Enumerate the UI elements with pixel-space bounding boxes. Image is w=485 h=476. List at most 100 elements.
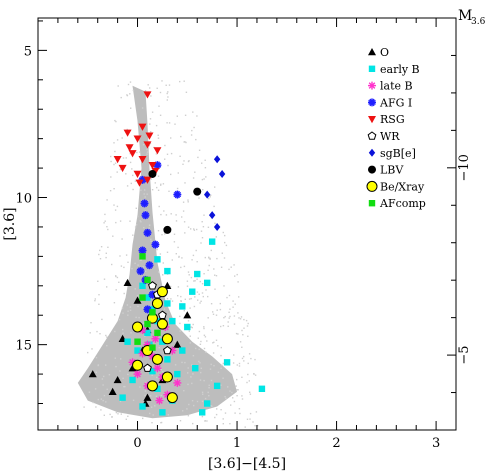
field-dot bbox=[187, 383, 189, 386]
data-point bbox=[203, 400, 211, 407]
field-dot bbox=[177, 172, 179, 174]
field-dot bbox=[110, 155, 112, 158]
legend-label: late B bbox=[380, 80, 413, 93]
field-dot bbox=[207, 317, 209, 319]
field-dot bbox=[144, 196, 146, 198]
field-dot bbox=[201, 415, 204, 418]
data-point bbox=[139, 253, 146, 260]
field-dot bbox=[129, 152, 131, 155]
field-dot bbox=[247, 322, 249, 325]
field-dot bbox=[233, 354, 235, 356]
legend-marker bbox=[368, 116, 376, 124]
field-dot bbox=[141, 213, 143, 215]
field-dot bbox=[200, 300, 202, 302]
field-dot bbox=[147, 84, 149, 86]
field-dot bbox=[225, 244, 228, 247]
data-point bbox=[149, 344, 156, 351]
y2-tick-label: −5 bbox=[457, 346, 472, 365]
legend-label: RSG bbox=[380, 113, 405, 126]
field-dot bbox=[220, 346, 222, 349]
field-dot bbox=[160, 368, 162, 371]
field-dot bbox=[158, 347, 160, 349]
field-dot bbox=[201, 400, 204, 403]
data-point bbox=[144, 320, 151, 328]
field-dot bbox=[95, 371, 97, 373]
field-dot bbox=[236, 389, 238, 391]
data-point bbox=[218, 169, 226, 178]
data-point bbox=[189, 288, 196, 295]
field-dot bbox=[97, 398, 99, 401]
field-dot bbox=[204, 256, 206, 259]
field-dot bbox=[193, 126, 195, 129]
data-point bbox=[136, 267, 145, 276]
data-point bbox=[146, 380, 158, 392]
field-dot bbox=[197, 337, 199, 339]
field-dot bbox=[194, 171, 196, 173]
field-dot bbox=[113, 188, 115, 190]
field-dot bbox=[203, 326, 205, 328]
field-dot bbox=[204, 159, 206, 161]
field-dot bbox=[216, 257, 218, 260]
field-dot bbox=[126, 304, 129, 306]
field-dot bbox=[180, 135, 182, 138]
field-dot bbox=[191, 382, 193, 385]
field-dot bbox=[166, 251, 169, 253]
data-point bbox=[133, 135, 142, 143]
data-point bbox=[154, 385, 161, 392]
data-point bbox=[118, 164, 127, 173]
field-dot bbox=[163, 210, 165, 212]
field-dot bbox=[220, 325, 222, 328]
field-dot bbox=[152, 414, 154, 416]
field-dot bbox=[240, 316, 243, 318]
field-dot bbox=[114, 150, 116, 153]
field-dot bbox=[144, 390, 147, 392]
tick-labels: 0 1 2 3 5 10 15 −10 −5 bbox=[15, 44, 472, 451]
field-dot bbox=[132, 234, 134, 236]
field-dot bbox=[236, 378, 238, 381]
field-dot bbox=[187, 367, 189, 369]
field-dot bbox=[147, 200, 149, 202]
legend-label: sgB[e] bbox=[380, 147, 416, 160]
data-point-stroke bbox=[143, 306, 152, 312]
field-dot bbox=[180, 266, 182, 269]
field-dot bbox=[223, 257, 226, 259]
field-dot bbox=[119, 220, 122, 222]
data-point bbox=[148, 161, 157, 170]
field-dot bbox=[105, 334, 107, 337]
legend-label: early B bbox=[380, 63, 420, 76]
field-dot bbox=[113, 302, 116, 304]
field-dot bbox=[254, 425, 256, 427]
field-dot bbox=[110, 176, 112, 178]
field-dot bbox=[201, 391, 204, 393]
field-dot bbox=[103, 414, 105, 416]
field-dot bbox=[201, 162, 203, 164]
data-point bbox=[151, 240, 160, 249]
field-dot bbox=[125, 173, 127, 175]
field-dot bbox=[117, 413, 119, 415]
field-dot bbox=[119, 255, 121, 257]
field-dot bbox=[156, 248, 158, 251]
field-dot bbox=[127, 310, 129, 312]
field-dot bbox=[214, 416, 216, 419]
field-dot bbox=[209, 257, 211, 260]
field-dot bbox=[156, 186, 158, 189]
y-axis-label: [3.6] bbox=[2, 207, 18, 240]
field-dot bbox=[198, 330, 201, 333]
field-dot bbox=[237, 312, 239, 314]
field-dot bbox=[249, 393, 252, 395]
data-point bbox=[203, 190, 211, 199]
field-dot bbox=[127, 261, 129, 263]
field-dot bbox=[202, 189, 204, 191]
data-point bbox=[158, 310, 167, 319]
field-dot bbox=[241, 329, 243, 332]
data-point bbox=[149, 367, 156, 375]
field-dot bbox=[182, 163, 184, 165]
data-point bbox=[139, 294, 146, 301]
field-dot bbox=[103, 394, 106, 397]
field-dot bbox=[136, 151, 138, 154]
field-dot bbox=[158, 205, 160, 208]
field-dot bbox=[196, 400, 199, 403]
field-dot bbox=[175, 253, 177, 255]
field-dot bbox=[141, 361, 143, 363]
field-dot bbox=[210, 363, 212, 366]
